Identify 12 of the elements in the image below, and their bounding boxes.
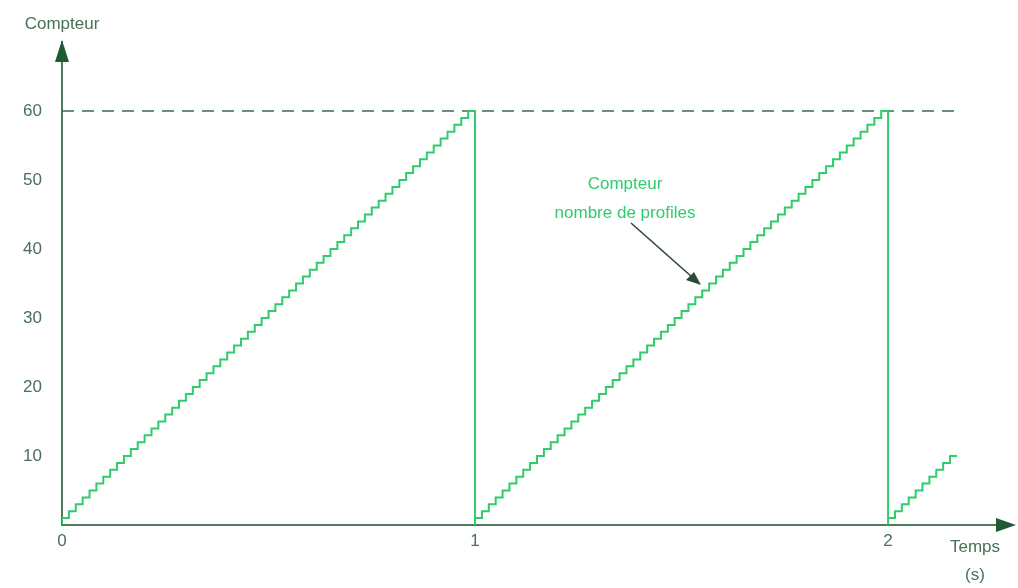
- y-tick-label: 30: [23, 307, 42, 327]
- x-tick-label: 0: [57, 530, 67, 550]
- annotation: Compteur nombre de profiles: [554, 174, 696, 222]
- y-tick-label: 50: [23, 169, 42, 189]
- y-tick-label: 60: [23, 100, 42, 120]
- y-axis-title: Compteur: [24, 14, 100, 33]
- y-tick-label: 10: [23, 445, 42, 465]
- x-tick-label: 1: [470, 530, 480, 550]
- x-tick-label: 2: [883, 530, 893, 550]
- y-tick-label: 20: [23, 376, 42, 396]
- y-tick-label: 40: [23, 238, 42, 258]
- x-axis-title: Temps (s): [949, 537, 1001, 584]
